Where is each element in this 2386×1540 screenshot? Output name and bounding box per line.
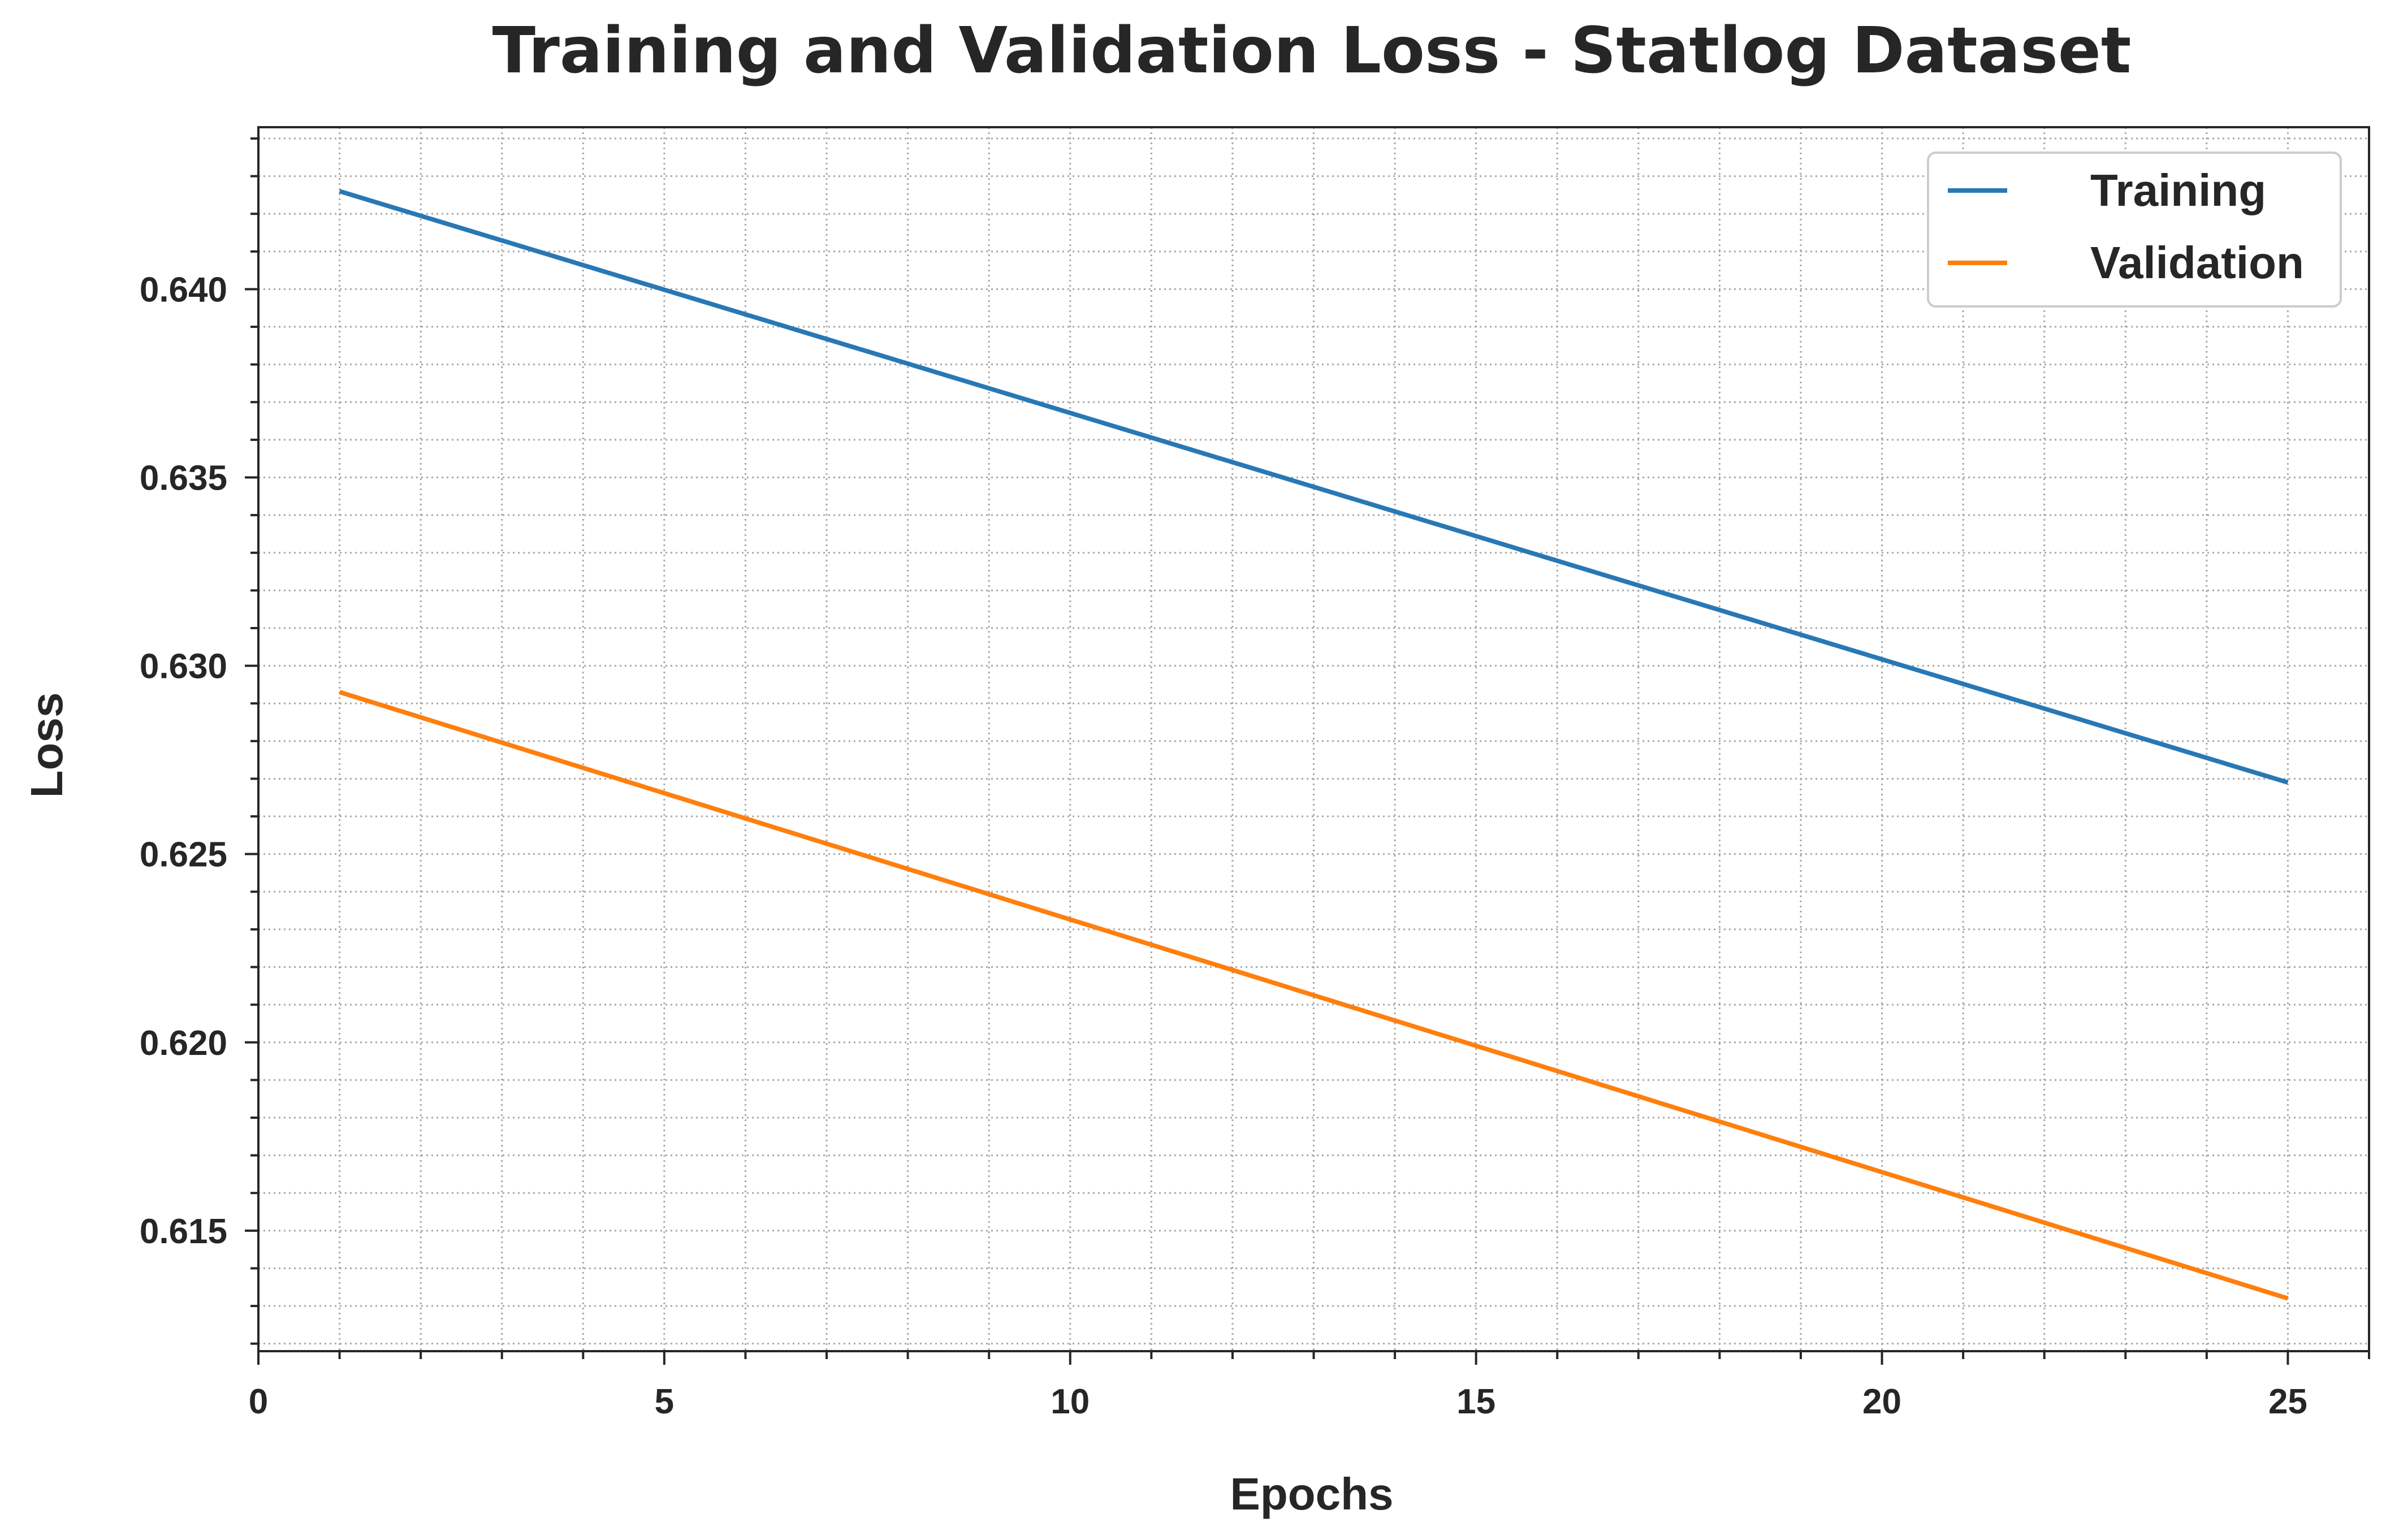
x-axis-label: Epochs xyxy=(1230,1469,1394,1519)
y-tick-label: 0.635 xyxy=(140,459,227,498)
y-tick-label: 0.625 xyxy=(140,836,227,875)
y-tick-label: 0.630 xyxy=(140,647,227,686)
series-lines xyxy=(339,189,2289,1301)
y-tick-label: 0.615 xyxy=(140,1212,227,1251)
x-tick-label: 5 xyxy=(655,1382,674,1421)
grid xyxy=(258,127,2369,1351)
x-tick-label: 25 xyxy=(2268,1382,2307,1421)
x-tick-label: 10 xyxy=(1051,1382,1090,1421)
legend: Training Validation xyxy=(1927,152,2342,308)
x-tick-label: 20 xyxy=(1862,1382,1901,1421)
legend-label-training: Training xyxy=(2090,165,2266,215)
chart-title: Training and Validation Loss - Statlog D… xyxy=(492,14,2132,88)
legend-box xyxy=(1927,152,2342,308)
plot-frame xyxy=(257,126,2370,1352)
series-line-training xyxy=(339,189,2289,785)
y-axis-label: Loss xyxy=(21,693,72,798)
legend-label-validation: Validation xyxy=(2090,237,2304,288)
y-tick-label: 0.640 xyxy=(140,270,227,309)
x-tick-label: 0 xyxy=(249,1382,268,1421)
series-line-validation xyxy=(339,690,2289,1301)
y-tick-label: 0.620 xyxy=(140,1024,227,1063)
x-tick-label: 15 xyxy=(1456,1382,1495,1421)
axis-ticks: 0 5 10 15 20 25 0.615 0.620 0.625 0.630 0.635 0.640 xyxy=(140,137,2370,1421)
